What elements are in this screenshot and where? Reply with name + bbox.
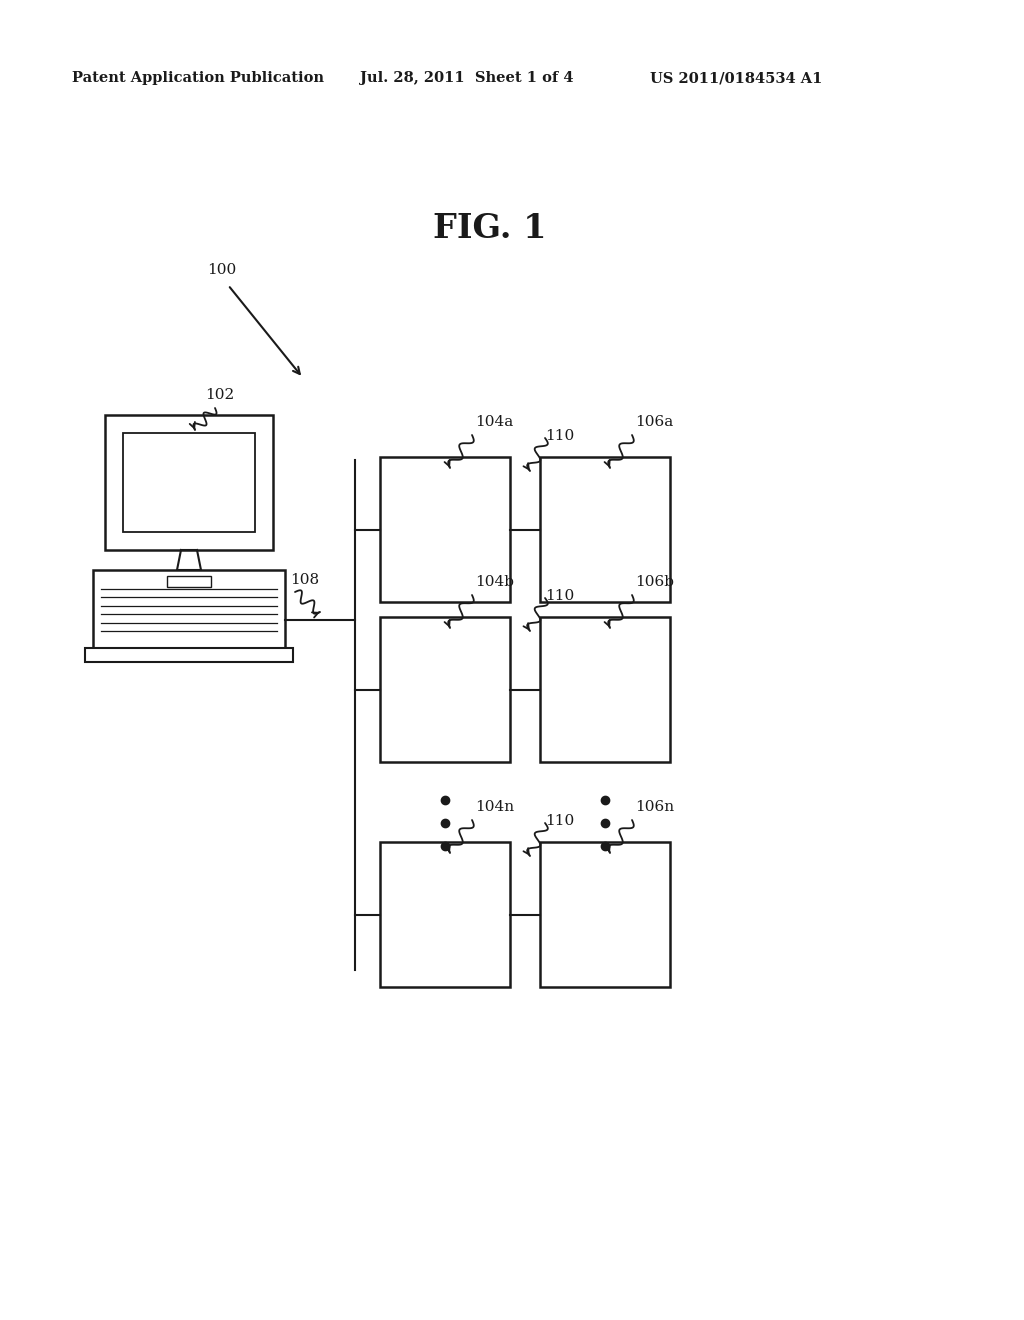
Text: 104b: 104b: [475, 576, 514, 589]
Text: FIG. 1: FIG. 1: [433, 211, 547, 244]
Bar: [540, 616, 670, 762]
Bar: [540, 842, 670, 987]
Text: 106a: 106a: [635, 414, 673, 429]
Bar: [123, 433, 255, 532]
Text: 100: 100: [207, 263, 237, 277]
Bar: [105, 414, 273, 550]
Bar: [380, 457, 510, 602]
Bar: [167, 576, 211, 587]
Text: 106n: 106n: [635, 800, 674, 814]
Text: 102: 102: [205, 388, 234, 403]
Text: Jul. 28, 2011  Sheet 1 of 4: Jul. 28, 2011 Sheet 1 of 4: [360, 71, 573, 84]
Text: US 2011/0184534 A1: US 2011/0184534 A1: [650, 71, 822, 84]
Bar: [380, 842, 510, 987]
Bar: [85, 648, 293, 663]
Text: 108: 108: [290, 573, 319, 587]
Text: 110: 110: [545, 589, 574, 603]
Bar: [540, 457, 670, 602]
Text: 104a: 104a: [475, 414, 513, 429]
Text: 110: 110: [545, 429, 574, 444]
Text: Patent Application Publication: Patent Application Publication: [72, 71, 324, 84]
Bar: [380, 616, 510, 762]
Text: 106b: 106b: [635, 576, 674, 589]
Bar: [93, 570, 285, 648]
Text: 104n: 104n: [475, 800, 514, 814]
Text: 110: 110: [545, 814, 574, 828]
